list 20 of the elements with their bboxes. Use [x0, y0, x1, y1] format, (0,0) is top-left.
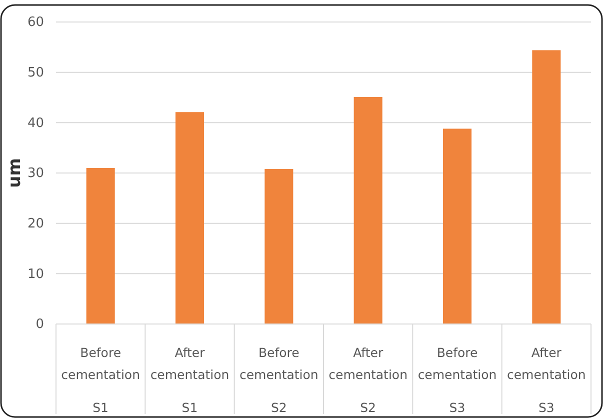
bar	[175, 112, 204, 324]
category-label: Before cementation S2	[239, 345, 318, 415]
y-tick-label: 60	[27, 15, 44, 30]
category-label: Before cementation S3	[418, 345, 497, 415]
category-label: Before cementation S1	[61, 345, 140, 415]
y-tick-label: 50	[27, 65, 44, 80]
y-tick-label: 40	[27, 116, 44, 131]
category-label: After cementation S1	[150, 345, 230, 415]
bar	[532, 50, 561, 324]
bar	[264, 168, 294, 324]
bar	[442, 128, 472, 324]
y-tick-label: 30	[27, 166, 44, 182]
category-label: After cementation S3	[506, 345, 586, 415]
bar	[354, 96, 382, 324]
y-tick-label: 20	[27, 216, 44, 232]
category-label: After cementation S2	[328, 345, 408, 415]
bar	[86, 168, 115, 324]
y-tick-label: 0	[36, 317, 44, 332]
y-axis-title: um	[5, 158, 25, 188]
y-tick-label: 10	[27, 266, 44, 282]
